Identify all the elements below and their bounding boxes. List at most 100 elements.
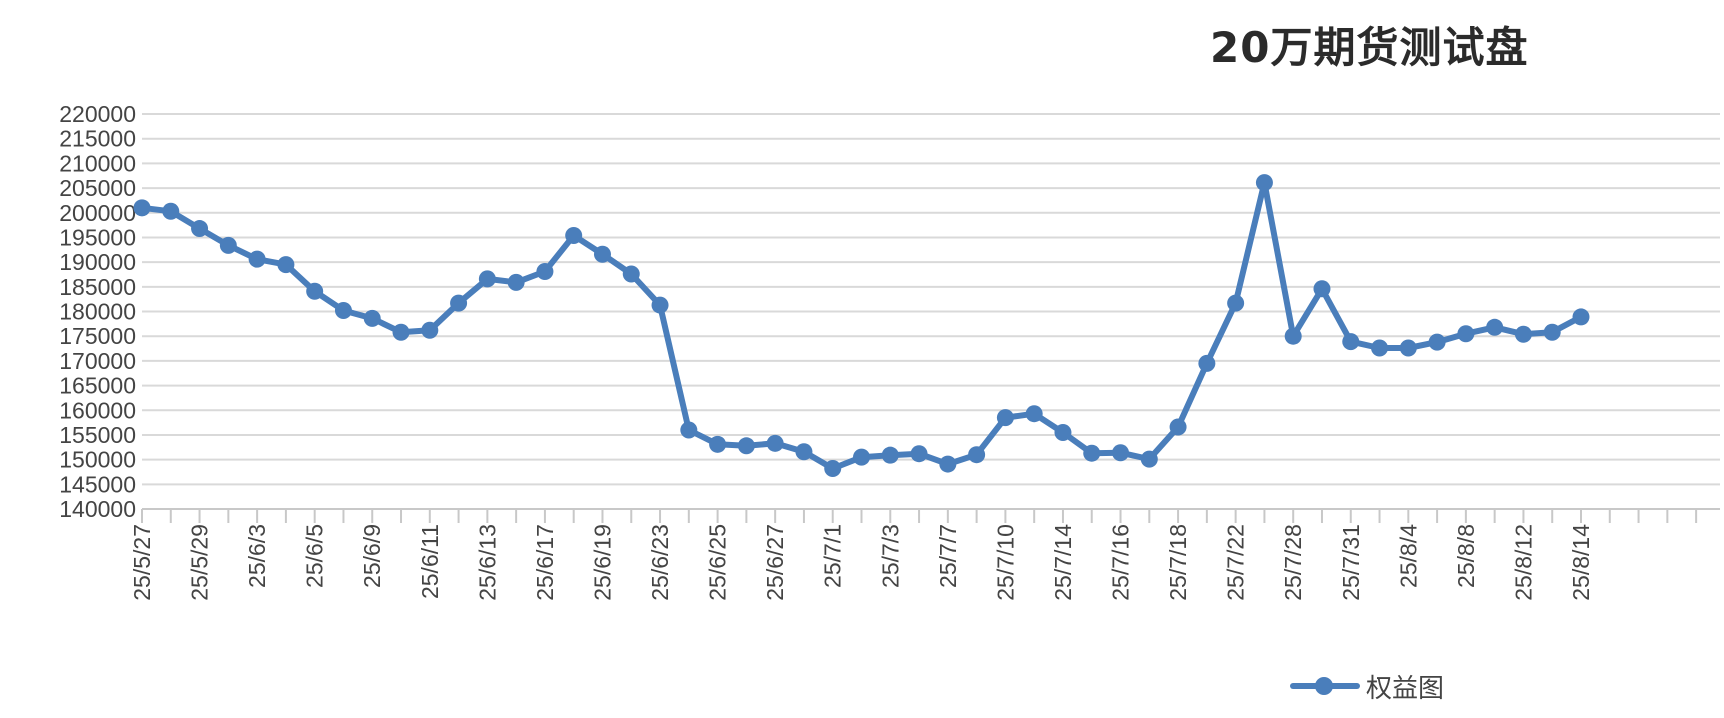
data-point — [593, 245, 611, 263]
y-tick-label: 160000 — [59, 397, 136, 423]
data-point — [996, 409, 1014, 427]
x-tick-label: 25/6/25 — [705, 524, 731, 601]
series-equity — [133, 174, 1590, 478]
legend-marker-icon — [1290, 666, 1360, 706]
data-point — [1313, 280, 1331, 298]
data-point — [1140, 450, 1158, 468]
x-tick-label: 25/8/14 — [1568, 524, 1594, 601]
gridlines — [142, 113, 1720, 510]
data-point — [1284, 327, 1302, 345]
data-point — [766, 434, 784, 452]
x-tick-label: 25/5/29 — [187, 524, 213, 601]
x-tick-label: 25/6/19 — [589, 524, 615, 601]
data-point — [1025, 405, 1043, 423]
y-axis-ticks: 1400001450001500001550001600001650001700… — [59, 101, 136, 522]
y-tick-label: 155000 — [59, 422, 136, 448]
x-tick-label: 25/7/22 — [1223, 524, 1249, 601]
data-point — [795, 443, 813, 461]
data-point — [680, 421, 698, 439]
data-point — [133, 199, 151, 217]
data-point — [1054, 423, 1072, 441]
x-tick-label: 25/8/8 — [1453, 524, 1479, 588]
data-point — [1457, 325, 1475, 343]
legend: 权益图 — [1290, 666, 1444, 706]
data-point — [622, 265, 640, 283]
data-point — [910, 445, 928, 463]
y-tick-label: 215000 — [59, 126, 136, 152]
x-tick-label: 25/7/31 — [1338, 524, 1364, 601]
y-tick-label: 190000 — [59, 249, 136, 275]
y-tick-label: 205000 — [59, 175, 136, 201]
data-point — [1255, 174, 1273, 192]
data-point — [853, 448, 870, 466]
data-point — [1169, 418, 1187, 436]
data-point — [1083, 444, 1101, 462]
data-point — [191, 220, 209, 238]
data-point — [1572, 308, 1590, 326]
data-point — [1543, 323, 1561, 341]
x-tick-label: 25/6/23 — [647, 524, 673, 601]
data-point — [565, 226, 583, 244]
x-tick-label: 25/7/10 — [992, 524, 1018, 601]
data-point — [1112, 444, 1130, 462]
data-point — [824, 460, 842, 478]
y-tick-label: 140000 — [59, 496, 136, 522]
legend-label: 权益图 — [1366, 673, 1445, 704]
data-point — [363, 309, 381, 327]
data-point — [1486, 318, 1504, 336]
x-tick-label: 25/7/7 — [935, 524, 961, 588]
x-tick-label: 25/6/27 — [762, 524, 788, 601]
y-tick-label: 200000 — [59, 200, 136, 226]
data-point — [737, 437, 755, 455]
data-point — [1371, 339, 1389, 357]
y-tick-label: 195000 — [59, 224, 136, 250]
y-tick-label: 170000 — [59, 348, 136, 374]
data-point — [478, 270, 496, 288]
data-point — [450, 294, 468, 312]
x-tick-label: 25/7/16 — [1108, 524, 1134, 601]
y-tick-label: 210000 — [59, 150, 136, 176]
data-point — [709, 435, 727, 453]
chart-title: 20万期货测试盘 — [1210, 23, 1529, 72]
data-point — [1399, 339, 1417, 357]
x-tick-label: 25/6/13 — [474, 524, 500, 601]
data-point — [1227, 294, 1245, 312]
data-point — [306, 282, 324, 300]
y-tick-label: 220000 — [59, 101, 136, 127]
y-tick-label: 165000 — [59, 373, 136, 399]
data-point — [1198, 354, 1216, 372]
x-tick-label: 25/7/14 — [1050, 524, 1076, 601]
y-tick-label: 175000 — [59, 323, 136, 349]
x-tick-label: 25/7/28 — [1280, 524, 1306, 601]
x-tick-label: 25/6/9 — [359, 524, 385, 588]
x-tick-label: 25/7/3 — [877, 524, 903, 588]
data-point — [219, 236, 237, 254]
series-line — [139, 179, 1584, 472]
data-point — [334, 302, 352, 320]
data-point — [881, 446, 899, 464]
data-point — [392, 323, 410, 341]
y-tick-label: 150000 — [59, 447, 136, 473]
x-tick-label: 25/8/4 — [1395, 524, 1421, 588]
data-point — [968, 446, 986, 464]
data-point — [421, 321, 439, 339]
data-point — [651, 296, 669, 314]
data-point — [248, 250, 266, 268]
x-tick-label: 25/5/27 — [129, 524, 155, 601]
y-tick-label: 180000 — [59, 299, 136, 325]
data-point — [1514, 325, 1532, 343]
data-point — [536, 263, 554, 281]
x-axis: 25/5/27 25/5/29 25/6/3 25/6/5 25/6/9 25/6/11 2… — [129, 509, 1698, 601]
data-point — [162, 202, 180, 220]
data-point — [1342, 333, 1360, 351]
data-point — [507, 273, 525, 291]
data-point — [1428, 333, 1446, 351]
y-tick-label: 185000 — [59, 274, 136, 300]
x-tick-label: 25/7/18 — [1165, 524, 1191, 601]
data-point — [277, 256, 295, 274]
data-point — [939, 455, 957, 473]
x-tick-label: 25/6/11 — [417, 524, 443, 599]
y-tick-label: 145000 — [59, 471, 136, 497]
x-tick-label: 25/6/5 — [302, 524, 328, 588]
